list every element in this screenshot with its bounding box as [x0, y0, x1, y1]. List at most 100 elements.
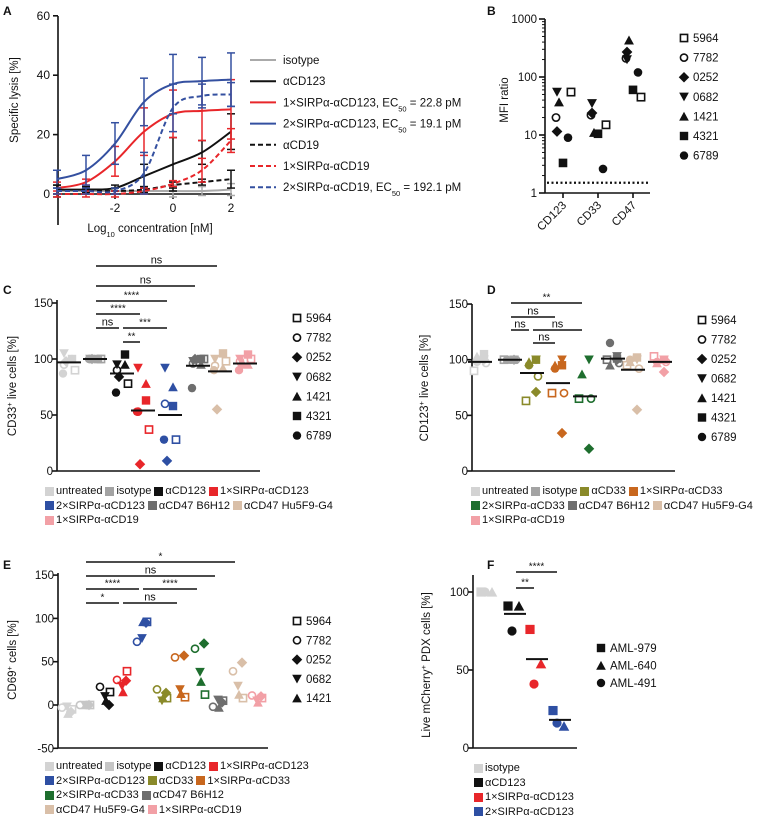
legend-ec50-sub: 50: [398, 125, 406, 134]
data-point: [605, 338, 615, 348]
data-point: [234, 366, 244, 375]
label-part: CD123: [419, 406, 431, 442]
y-tick-label: 0: [463, 743, 469, 755]
legend-label: isotype: [116, 760, 152, 772]
donor-legend-item: 0252: [291, 654, 332, 667]
legend-label: 1×SIRPα-αCD19: [158, 803, 242, 816]
data-point: [602, 355, 612, 365]
legend-item: untreated: [45, 759, 102, 774]
panel-a-lysis-curve: 0 20 40 60 -2 0 2 Log10 concentration [nM] Speci…: [9, 9, 461, 239]
legend-series-name: isotype: [283, 55, 319, 67]
significance-label: **: [128, 332, 136, 343]
significance-label: *: [159, 552, 163, 563]
significance-bracket: ns: [123, 592, 177, 604]
data-point: [551, 113, 561, 122]
data-point: [120, 350, 130, 359]
donor-legend-label: 6789: [693, 151, 719, 163]
data-point: [559, 388, 569, 398]
data-point: [196, 676, 206, 686]
data-point: [574, 394, 584, 404]
legend-item: isotype: [105, 759, 151, 774]
y-tick-label: 60: [37, 9, 51, 23]
data-point: [112, 360, 122, 370]
group-7: [190, 638, 210, 699]
data-point: [513, 600, 525, 611]
legend-swatch-icon: [208, 761, 218, 771]
group-2: [525, 624, 548, 689]
donor-legend-item: 5964: [292, 616, 332, 628]
data-point: [584, 355, 594, 365]
donor-legend-label: 0682: [306, 674, 332, 686]
legend-item: αCD123: [474, 776, 526, 791]
legend-ec50-sub: 50: [392, 189, 400, 198]
data-point: [159, 435, 169, 444]
legend-item: αCD33: [580, 484, 626, 499]
significance-bracket: ns: [96, 275, 195, 287]
group-5: [601, 338, 625, 370]
donor-diamond-icon: [678, 71, 690, 83]
data-point: [133, 363, 143, 373]
label-sup: +: [5, 402, 14, 406]
group-4: [573, 355, 597, 454]
legend-item: 2×SIRPα-αCD123: [474, 805, 574, 820]
group-6: [208, 349, 232, 415]
data-point: [188, 357, 198, 366]
label-sup: +: [5, 666, 14, 670]
data-point: [141, 396, 151, 405]
legend-label: 1×SIRPα-αCD123: [219, 485, 309, 497]
legend-swatch-icon: [208, 486, 218, 496]
significance-bracket: ns: [533, 332, 555, 344]
data-point: [62, 702, 72, 712]
data-point: [112, 675, 122, 685]
group-7: [233, 350, 257, 375]
donor-circle-icon: [292, 333, 302, 342]
legend-item: 1×SIRPα-αCD123: [474, 790, 574, 805]
data-point: [218, 363, 228, 373]
data-point: [554, 97, 564, 107]
legend-item: 1×SIRPα-αCD123: [208, 484, 309, 499]
data-point: [58, 369, 68, 378]
donor-legend-item: AML-491: [596, 678, 657, 690]
donor-legend-label: 0252: [711, 354, 737, 366]
donor-legend-label: 1421: [306, 391, 332, 403]
significance-bracket: ns: [96, 255, 217, 267]
legend-label: 2×SIRPα-αCD123: [485, 805, 574, 818]
data-point: [138, 617, 148, 627]
label-part: concentration [nM]: [115, 223, 213, 235]
legend-swatch-icon: [45, 486, 54, 496]
data-point: [141, 379, 151, 388]
legend-label: untreated: [56, 485, 103, 497]
x-tick-label: CD33: [575, 200, 604, 229]
legend-swatch-icon: [474, 763, 483, 773]
y-tick-label: 150: [35, 570, 54, 582]
donor-legend-label: 7782: [711, 335, 737, 347]
donor-legend-item: 1421: [292, 391, 332, 403]
data-point: [469, 366, 479, 376]
group-4: [158, 363, 182, 467]
donor-legend-item: 0682: [292, 674, 332, 686]
significance-bracket: **: [516, 578, 534, 589]
data-point: [624, 35, 634, 45]
y-axis-label: CD33+ live cells [%]: [5, 336, 20, 436]
significance-label: **: [521, 578, 529, 589]
group-1: [83, 353, 107, 365]
donor-legend-item: 1421: [679, 111, 719, 123]
label-sub: 10: [107, 230, 115, 239]
legend-series-name: 1×SIRPα-αCD19: [283, 161, 369, 173]
data-point: [214, 702, 224, 712]
data-point: [563, 133, 573, 142]
legend-label: αCD19: [283, 140, 319, 152]
group-8: [208, 695, 228, 712]
data-point: [160, 399, 170, 409]
donor-legend-label: 6789: [306, 431, 332, 443]
y-tick-label: 50: [455, 410, 468, 422]
y-tick-label: 50: [40, 410, 53, 422]
legend-swatch-icon: [474, 807, 483, 817]
legend-swatch-icon: [45, 776, 54, 786]
x-tick-label: CD123: [535, 200, 569, 234]
donor-legend-item: 4321: [679, 131, 719, 143]
donor-circle-icon: [697, 432, 707, 442]
data-point: [587, 99, 597, 109]
y-axis-label: Specific lysis [%]: [9, 57, 21, 143]
label-part: Log: [87, 223, 106, 235]
